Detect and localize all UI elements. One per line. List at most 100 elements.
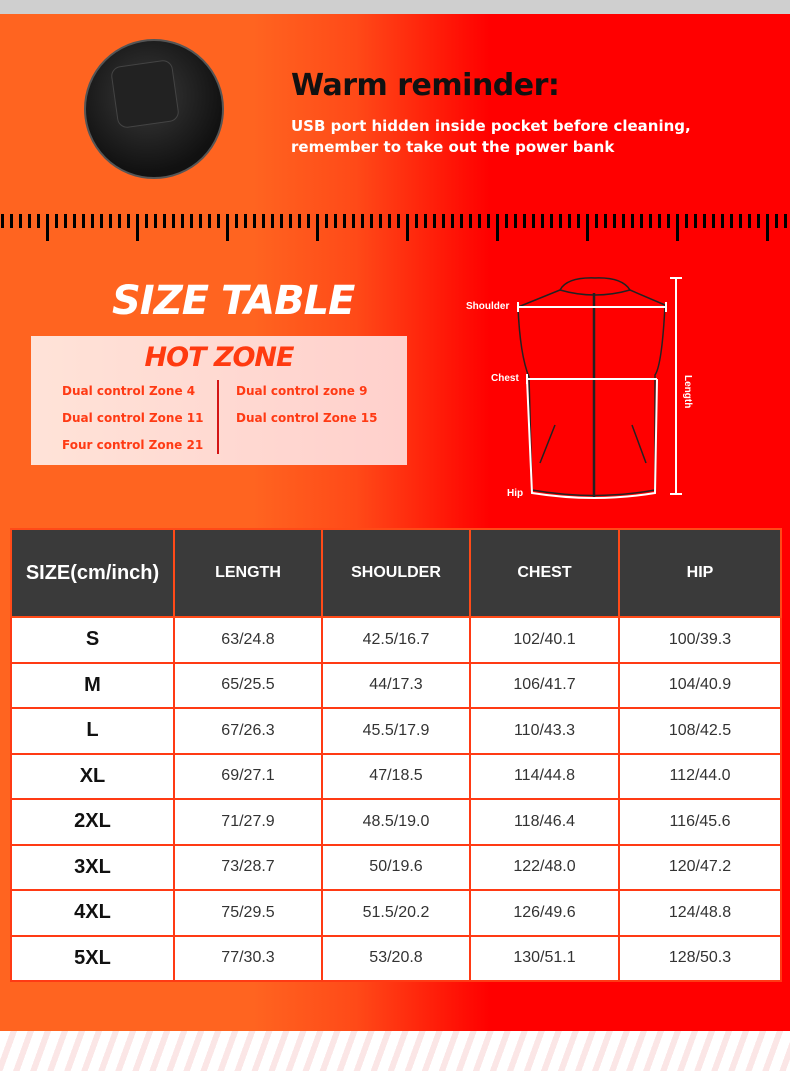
ruler-tick	[757, 214, 760, 228]
table-row: 2XL 71/27.9 48.5/19.0 118/46.4 116/45.6	[10, 798, 782, 846]
shoulder-label: Shoulder	[466, 301, 510, 312]
ruler-tick	[370, 214, 373, 228]
ruler-tick	[685, 214, 688, 228]
measurement-cell: 112/44.0	[618, 752, 782, 800]
zone-item: Dual control Zone 15	[236, 411, 378, 425]
ruler-tick	[307, 214, 310, 228]
ruler-tick	[253, 214, 256, 228]
table-row: S 63/24.8 42.5/16.7 102/40.1 100/39.3	[10, 616, 782, 664]
measurement-cell: 122/48.0	[469, 843, 620, 891]
measurement-cell: 120/47.2	[618, 843, 782, 891]
ruler-tick	[478, 214, 481, 228]
measurement-cell: 102/40.1	[469, 616, 620, 664]
table-row: 4XL 75/29.5 51.5/20.2 126/49.6 124/48.8	[10, 889, 782, 937]
ruler-tick	[604, 214, 607, 228]
size-cell: 3XL	[10, 843, 175, 891]
ruler-tick	[559, 214, 562, 228]
header-chest: CHEST	[469, 528, 620, 618]
ruler-tick	[145, 214, 148, 228]
measurement-cell: 47/18.5	[321, 752, 471, 800]
measurement-cell: 116/45.6	[618, 798, 782, 846]
ruler-decoration	[0, 214, 790, 244]
hot-zone-title: HOT ZONE	[144, 342, 295, 373]
measurement-cell: 71/27.9	[173, 798, 323, 846]
ruler-tick	[523, 214, 526, 228]
size-cell: XL	[10, 752, 175, 800]
ruler-tick	[595, 214, 598, 228]
measurement-cell: 128/50.3	[618, 934, 782, 982]
ruler-tick	[541, 214, 544, 228]
ruler-tick	[694, 214, 697, 228]
table-row: L 67/26.3 45.5/17.9 110/43.3 108/42.5	[10, 707, 782, 755]
reminder-text: USB port hidden inside pocket before cle…	[291, 116, 691, 158]
ruler-tick	[514, 214, 517, 228]
ruler-tick	[361, 214, 364, 228]
ruler-tick	[577, 214, 580, 228]
measurement-cell: 100/39.3	[618, 616, 782, 664]
ruler-tick	[487, 214, 490, 228]
ruler-tick	[712, 214, 715, 228]
ruler-tick	[739, 214, 742, 228]
ruler-tick	[91, 214, 94, 228]
measurement-cell: 75/29.5	[173, 889, 323, 937]
measurement-cell: 114/44.8	[469, 752, 620, 800]
ruler-tick	[100, 214, 103, 228]
size-table-title: SIZE TABLE	[112, 278, 355, 324]
ruler-tick	[640, 214, 643, 228]
ruler-tick	[163, 214, 166, 228]
measurement-cell: 118/46.4	[469, 798, 620, 846]
size-chart-table: SIZE(cm/inch) LENGTH SHOULDER CHEST HIP …	[10, 528, 782, 982]
table-row: XL 69/27.1 47/18.5 114/44.8 112/44.0	[10, 752, 782, 800]
ruler-tick	[127, 214, 130, 228]
measurement-cell: 65/25.5	[173, 661, 323, 709]
ruler-tick	[217, 214, 220, 228]
hip-label: Hip	[507, 488, 524, 499]
ruler-tick	[55, 214, 58, 228]
ruler-tick	[784, 214, 787, 228]
measurement-cell: 67/26.3	[173, 707, 323, 755]
ruler-tick	[748, 214, 751, 228]
ruler-tick	[352, 214, 355, 228]
ruler-tick	[649, 214, 652, 228]
divider	[217, 380, 219, 454]
ruler-tick	[730, 214, 733, 228]
vest-outline-icon	[517, 277, 682, 499]
measurement-cell: 73/28.7	[173, 843, 323, 891]
ruler-tick	[388, 214, 391, 228]
ruler-tick	[136, 214, 139, 241]
reminder-line-1: USB port hidden inside pocket before cle…	[291, 117, 691, 135]
measurement-cell: 106/41.7	[469, 661, 620, 709]
measurement-cell: 63/24.8	[173, 616, 323, 664]
length-label: Length	[682, 375, 693, 409]
ruler-tick	[325, 214, 328, 228]
size-cell: 5XL	[10, 934, 175, 982]
size-cell: 2XL	[10, 798, 175, 846]
ruler-tick	[235, 214, 238, 228]
ruler-tick	[397, 214, 400, 228]
ruler-tick	[1, 214, 4, 228]
ruler-tick	[568, 214, 571, 228]
ruler-tick	[379, 214, 382, 228]
measurement-cell: 77/30.3	[173, 934, 323, 982]
ruler-tick	[532, 214, 535, 228]
measurement-cell: 104/40.9	[618, 661, 782, 709]
ruler-tick	[334, 214, 337, 228]
measurement-cell: 48.5/19.0	[321, 798, 471, 846]
ruler-tick	[19, 214, 22, 228]
measurement-cell: 69/27.1	[173, 752, 323, 800]
ruler-tick	[622, 214, 625, 228]
measurement-cell: 110/43.3	[469, 707, 620, 755]
measurement-cell: 53/20.8	[321, 934, 471, 982]
power-bank-photo	[84, 39, 224, 179]
ruler-tick	[703, 214, 706, 228]
vest-diagram: Shoulder Chest Hip Length	[450, 265, 710, 505]
size-cell: L	[10, 707, 175, 755]
header-shoulder: SHOULDER	[321, 528, 471, 618]
ruler-tick	[73, 214, 76, 228]
ruler-tick	[469, 214, 472, 228]
measurement-cell: 50/19.6	[321, 843, 471, 891]
ruler-tick	[550, 214, 553, 228]
ruler-tick	[109, 214, 112, 228]
table-row: 5XL 77/30.3 53/20.8 130/51.1 128/50.3	[10, 934, 782, 982]
ruler-tick	[442, 214, 445, 228]
